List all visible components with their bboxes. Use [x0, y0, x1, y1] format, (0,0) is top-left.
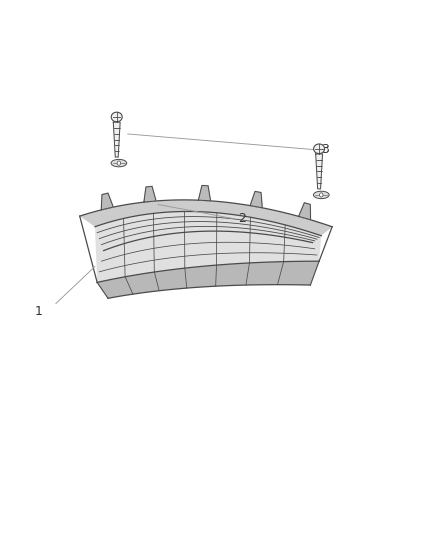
Ellipse shape	[314, 144, 325, 154]
Ellipse shape	[320, 193, 323, 197]
Text: 3: 3	[321, 143, 329, 156]
Ellipse shape	[111, 112, 122, 122]
Polygon shape	[198, 185, 211, 201]
Polygon shape	[299, 203, 311, 220]
Polygon shape	[316, 154, 322, 189]
Polygon shape	[95, 212, 321, 282]
Polygon shape	[144, 187, 156, 202]
Polygon shape	[113, 122, 120, 157]
Ellipse shape	[117, 161, 120, 165]
Text: 1: 1	[35, 305, 42, 318]
Ellipse shape	[314, 191, 329, 199]
Polygon shape	[101, 193, 113, 210]
Text: 2: 2	[239, 212, 247, 225]
Ellipse shape	[111, 159, 127, 167]
Polygon shape	[80, 200, 332, 236]
Polygon shape	[250, 191, 262, 208]
Polygon shape	[97, 261, 319, 298]
